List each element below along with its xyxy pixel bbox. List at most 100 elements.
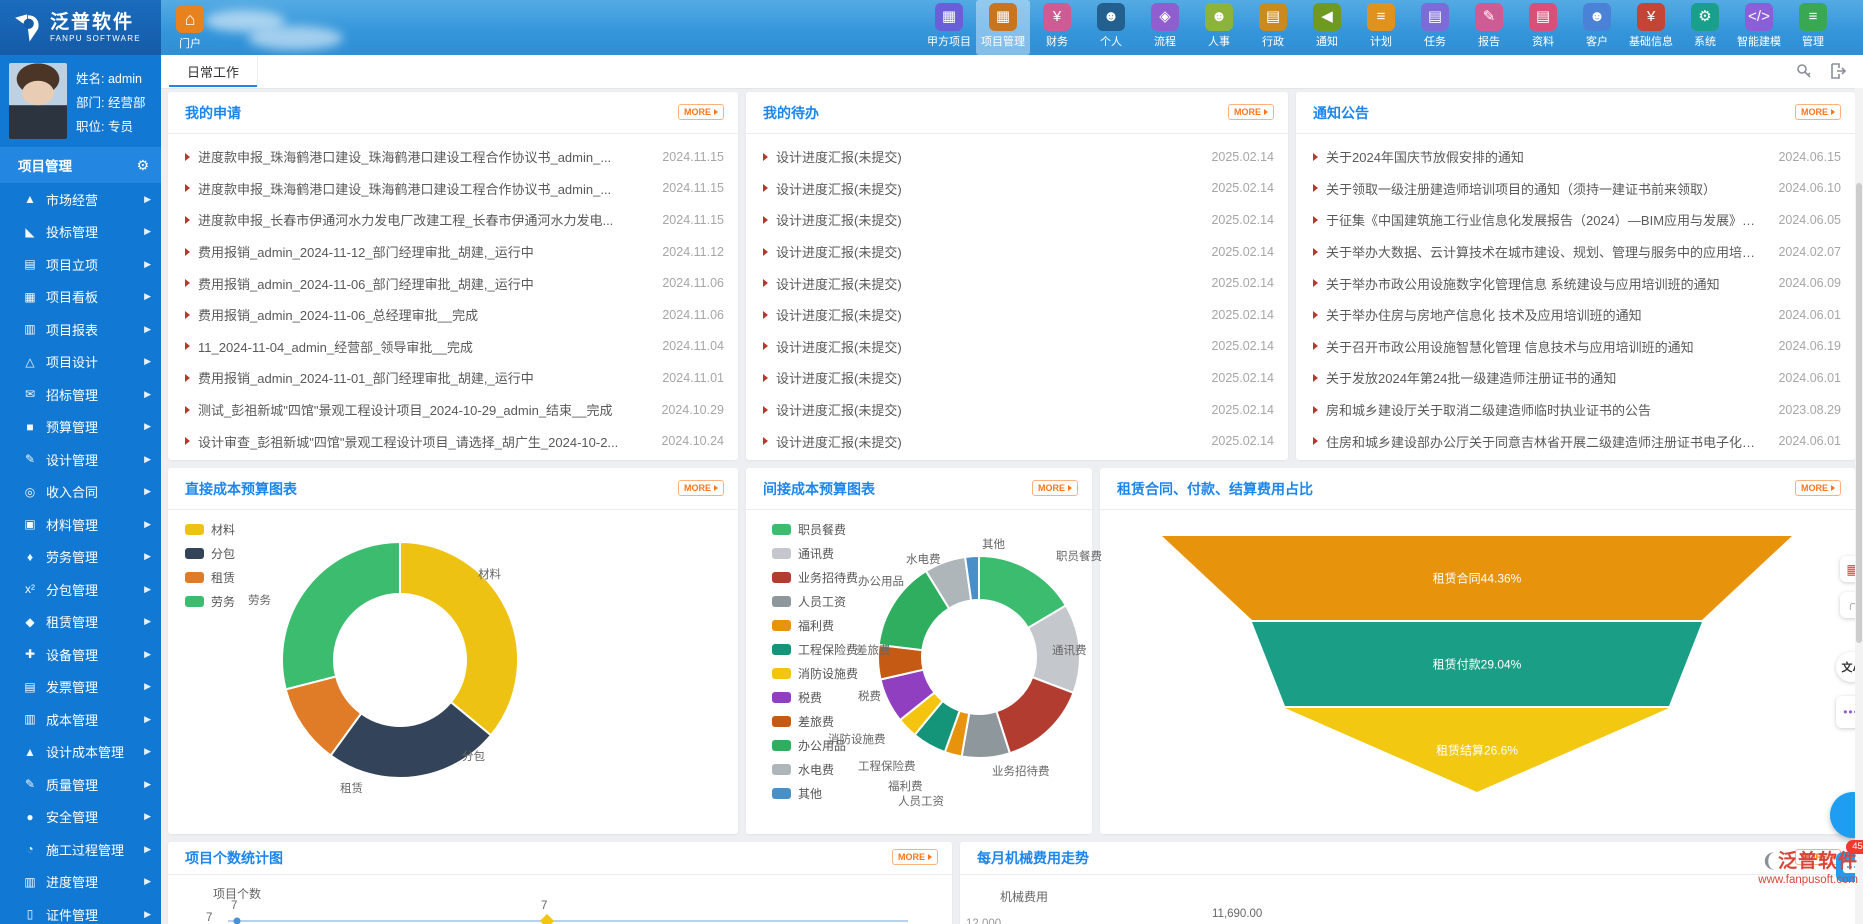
legend-item[interactable]: 通讯费 [772,541,858,565]
sidebar-item-15[interactable]: ✚设备管理▶ [0,638,161,671]
sidebar-item-1[interactable]: ▲市场经营▶ [0,183,161,216]
list-item[interactable]: 于征集《中国建筑施工行业信息化发展报告（2024）—BIM应用与发展》材料...… [1313,204,1841,236]
list-item[interactable]: 设计进度汇报(未提交)2025.02.14 [763,331,1274,363]
list-item[interactable]: 设计进度汇报(未提交)2025.02.14 [763,267,1274,299]
list-item[interactable]: 关于举办住房与房地产信息化 技术及应用培训班的通知2024.06.01 [1313,299,1841,331]
list-item[interactable]: 费用报销_admin_2024-11-06_总经理审批__完成2024.11.0… [185,299,724,331]
list-item[interactable]: 进度款申报_珠海鹤港口建设_珠海鹤港口建设工程合作协议书_admin_...20… [185,173,724,205]
sidebar-item-12[interactable]: ♦劳务管理▶ [0,541,161,574]
more-button[interactable]: MORE [678,480,724,496]
list-item[interactable]: 关于举办市政公用设施数字化管理信息 系统建设与应用培训班的通知2024.06.0… [1313,267,1841,299]
avatar[interactable] [9,63,67,139]
gear-icon[interactable]: ⚙ [136,157,149,174]
sidebar-item-6[interactable]: △项目设计▶ [0,346,161,379]
sidebar-item-11[interactable]: ▣材料管理▶ [0,508,161,541]
list-item[interactable]: 房和城乡建设厅关于取消二级建造师临时执业证书的公告2023.08.29 [1313,394,1841,426]
sidebar-item-18[interactable]: ▲设计成本管理▶ [0,736,161,769]
sidebar-item-20[interactable]: ●安全管理▶ [0,801,161,834]
sidebar-item-21[interactable]: ◔施工过程管理▶ [0,833,161,866]
list-item[interactable]: 费用报销_admin_2024-11-01_部门经理审批_胡建,_运行中2024… [185,362,724,394]
sidebar-item-17[interactable]: ▥成本管理▶ [0,703,161,736]
more-button[interactable]: MORE [678,104,724,120]
legend-item[interactable]: 劳务 [185,589,235,613]
nav-item-6[interactable]: ☻人事 [1192,0,1246,55]
sidebar-item-8[interactable]: ■预算管理▶ [0,411,161,444]
sidebar-item-3[interactable]: ▤项目立项▶ [0,248,161,281]
list-item[interactable]: 住房和城乡建设部办公厅关于同意吉林省开展二级建造师注册证书电子化试点...202… [1313,425,1841,457]
legend-item[interactable]: 水电费 [772,757,858,781]
nav-item-5[interactable]: ◈流程 [1138,0,1192,55]
list-item[interactable]: 关于2024年国庆节放假安排的通知2024.06.15 [1313,141,1841,173]
list-item[interactable]: 设计进度汇报(未提交)2025.02.14 [763,425,1274,457]
legend-item[interactable]: 消防设施费 [772,661,858,685]
nav-item-8[interactable]: ◀通知 [1300,0,1354,55]
legend-item[interactable]: 分包 [185,541,235,565]
nav-item-portal[interactable]: ⌂ 门户 [168,3,212,51]
list-item[interactable]: 关于发放2024年第24批一级建造师注册证书的通知2024.06.01 [1313,362,1841,394]
legend-item[interactable]: 差旅费 [772,709,858,733]
sidebar-item-16[interactable]: ▤发票管理▶ [0,671,161,704]
scrollbar-thumb[interactable] [1856,183,1862,643]
legend-item[interactable]: 人员工资 [772,589,858,613]
funnel-band-租赁合同[interactable]: 租赁合同44.36% [1162,536,1792,620]
sidebar-item-2[interactable]: ◣投标管理▶ [0,216,161,249]
more-button[interactable]: MORE [1032,480,1078,496]
key-icon[interactable] [1795,62,1813,80]
nav-item-11[interactable]: ✎报告 [1462,0,1516,55]
legend-item[interactable]: 其他 [772,781,858,805]
legend-item[interactable]: 租赁 [185,565,235,589]
sidebar-item-22[interactable]: ▥进度管理▶ [0,866,161,899]
legend-item[interactable]: 工程保险费 [772,637,858,661]
list-item[interactable]: 设计进度汇报(未提交)2025.02.14 [763,173,1274,205]
list-item[interactable]: 关于召开市政公用设施智慧化管理 信息技术与应用培训班的通知2024.06.19 [1313,331,1841,363]
list-item[interactable]: 设计审查_彭祖新城"四馆"景观工程设计项目_请选择_胡广生_2024-10-2.… [185,425,724,457]
list-item[interactable]: 设计进度汇报(未提交)2025.02.14 [763,394,1274,426]
sidebar-section-header[interactable]: 项目管理 ⚙ [0,147,161,183]
sidebar-item-14[interactable]: ◆租赁管理▶ [0,606,161,639]
legend-item[interactable]: 税费 [772,685,858,709]
nav-item-9[interactable]: ≡计划 [1354,0,1408,55]
more-button[interactable]: MORE [892,849,938,865]
nav-item-15[interactable]: ⚙系统 [1678,0,1732,55]
list-item[interactable]: 设计进度汇报(未提交)2025.02.14 [763,204,1274,236]
list-item[interactable]: 费用报销_admin_2024-11-12_部门经理审批_胡建,_运行中2024… [185,236,724,268]
legend-item[interactable]: 职员餐费 [772,517,858,541]
nav-item-13[interactable]: ☻客户 [1570,0,1624,55]
tab-daily-work[interactable]: 日常工作 [169,55,258,87]
nav-item-12[interactable]: ▤资料 [1516,0,1570,55]
more-button[interactable]: MORE [1795,104,1841,120]
nav-item-17[interactable]: ≡管理 [1786,0,1840,55]
legend-item[interactable]: 福利费 [772,613,858,637]
sidebar-item-7[interactable]: ✉招标管理▶ [0,378,161,411]
scrollbar-track[interactable] [1855,88,1863,924]
legend-item[interactable]: 业务招待费 [772,565,858,589]
nav-item-2[interactable]: ▦项目管理 [976,0,1030,55]
sidebar-item-19[interactable]: ✎质量管理▶ [0,768,161,801]
list-item[interactable]: 测试_彭祖新城"四馆"景观工程设计项目_2024-10-29_admin_结束_… [185,394,724,426]
more-button[interactable]: MORE [1795,480,1841,496]
funnel-band-租赁付款[interactable]: 租赁付款29.04% [1252,622,1702,706]
donut-slice-劳务[interactable] [282,542,400,689]
nav-item-14[interactable]: ¥基础信息 [1624,0,1678,55]
nav-item-3[interactable]: ¥财务 [1030,0,1084,55]
donut-slice-业务招待费[interactable] [996,677,1073,753]
sidebar-item-13[interactable]: x²分包管理▶ [0,573,161,606]
nav-item-4[interactable]: ☻个人 [1084,0,1138,55]
list-item[interactable]: 关于举办大数据、云计算技术在城市建设、规划、管理与服务中的应用培训班...202… [1313,236,1841,268]
funnel-band-租赁结算[interactable]: 租赁结算26.6% [1285,708,1669,792]
nav-item-7[interactable]: ▤行政 [1246,0,1300,55]
logout-icon[interactable] [1829,62,1847,80]
sidebar-item-9[interactable]: ✎设计管理▶ [0,443,161,476]
nav-item-1[interactable]: ▦甲方项目 [922,0,976,55]
more-button[interactable]: MORE [1228,104,1274,120]
line-chart-project-count[interactable] [168,914,952,924]
list-item[interactable]: 费用报销_admin_2024-11-06_部门经理审批_胡建,_运行中2024… [185,267,724,299]
nav-item-10[interactable]: ▤任务 [1408,0,1462,55]
list-item[interactable]: 关于领取一级注册建造师培训项目的通知（须持一建证书前来领取）2024.06.10 [1313,173,1841,205]
list-item[interactable]: 设计进度汇报(未提交)2025.02.14 [763,299,1274,331]
nav-item-16[interactable]: </>智能建模 [1732,0,1786,55]
list-item[interactable]: 进度款申报_长春市伊通河水力发电厂改建工程_长春市伊通河水力发电...2024.… [185,204,724,236]
sidebar-item-23[interactable]: ▯证件管理▶ [0,898,161,924]
list-item[interactable]: 设计进度汇报(未提交)2025.02.14 [763,362,1274,394]
sidebar-item-10[interactable]: ◎收入合同▶ [0,476,161,509]
